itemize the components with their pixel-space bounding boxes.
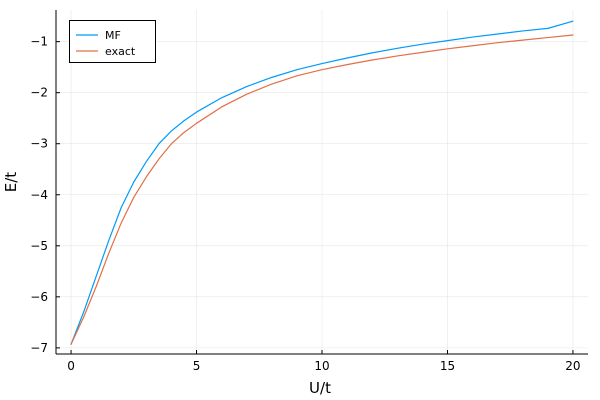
x-axis-label: U/t [309,379,331,397]
y-tick-label: −1 [30,35,48,49]
x-tick-label: 15 [440,359,455,373]
x-tick-label: 10 [314,359,329,373]
y-tick-label: −7 [30,341,48,355]
legend: MF exact [69,20,156,63]
series-line-exact [70,34,574,345]
y-tick-label: −5 [30,239,48,253]
y-ticks: −7 −6 −5 −4 −3 −2 −1 [30,35,60,355]
y-tick-label: −3 [30,137,48,151]
y-tick-label: −2 [30,86,48,100]
legend-label-exact: exact [105,45,136,58]
y-axis-label: E/t [2,172,20,193]
legend-label-mf: MF [105,29,121,42]
x-tick-label: 20 [565,359,580,373]
series-line-mf [70,20,574,345]
legend-box [69,20,156,63]
x-ticks: 0 5 10 15 20 [67,350,581,373]
x-tick-label: 0 [67,359,75,373]
plot-series [70,20,574,345]
x-tick-label: 5 [193,359,201,373]
y-tick-label: −4 [30,188,48,202]
y-tick-label: −6 [30,290,48,304]
